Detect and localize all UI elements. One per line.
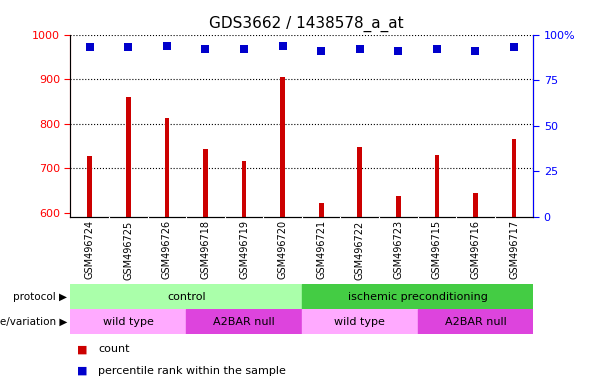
Text: GSM496717: GSM496717 (509, 220, 519, 280)
Point (432, 46, 442, 52)
Text: GSM496726: GSM496726 (162, 220, 172, 280)
Text: ■: ■ (77, 344, 87, 354)
Bar (396, 197, 401, 217)
Bar (126, 97, 131, 217)
Text: genotype/variation ▶: genotype/variation ▶ (0, 316, 67, 327)
Text: ischemic preconditioning: ischemic preconditioning (348, 291, 487, 302)
Bar (417, 309, 533, 334)
Point (471, 48, 481, 54)
Text: count: count (98, 344, 129, 354)
Text: wild type: wild type (103, 316, 154, 327)
Text: control: control (167, 291, 205, 302)
Text: GSM496719: GSM496719 (239, 220, 249, 279)
Bar (165, 118, 169, 217)
Text: A2BAR null: A2BAR null (444, 316, 506, 327)
Text: GSM496723: GSM496723 (394, 220, 403, 280)
Bar (88, 156, 92, 217)
Bar (302, 309, 417, 334)
Point (316, 48, 326, 54)
Point (85, 44, 94, 50)
Point (394, 48, 403, 54)
Bar (203, 149, 208, 217)
Text: GSM496724: GSM496724 (85, 220, 95, 280)
Text: protocol ▶: protocol ▶ (13, 291, 67, 302)
Text: GSM496720: GSM496720 (278, 220, 287, 280)
Bar (242, 161, 246, 217)
Text: GSM496721: GSM496721 (316, 220, 326, 280)
Bar (280, 77, 285, 217)
Point (123, 44, 133, 50)
Point (239, 46, 249, 52)
Text: GDS3662 / 1438578_a_at: GDS3662 / 1438578_a_at (209, 15, 404, 31)
Text: GSM496718: GSM496718 (200, 220, 210, 279)
Point (509, 44, 519, 50)
Bar (70, 309, 186, 334)
Text: GSM496715: GSM496715 (432, 220, 442, 280)
Point (162, 43, 172, 49)
Text: wild type: wild type (334, 316, 385, 327)
Bar (473, 194, 478, 217)
Point (355, 46, 365, 52)
Bar (302, 284, 533, 309)
Bar (319, 203, 324, 217)
Bar (357, 147, 362, 217)
Text: GSM496722: GSM496722 (355, 220, 365, 280)
Point (278, 43, 287, 49)
Bar (435, 155, 439, 217)
Text: A2BAR null: A2BAR null (213, 316, 275, 327)
Bar (186, 309, 302, 334)
Text: GSM496716: GSM496716 (470, 220, 481, 279)
Point (200, 46, 210, 52)
Bar (70, 284, 302, 309)
Text: ■: ■ (77, 366, 87, 376)
Bar (512, 139, 516, 217)
Text: percentile rank within the sample: percentile rank within the sample (98, 366, 286, 376)
Text: GSM496725: GSM496725 (123, 220, 134, 280)
